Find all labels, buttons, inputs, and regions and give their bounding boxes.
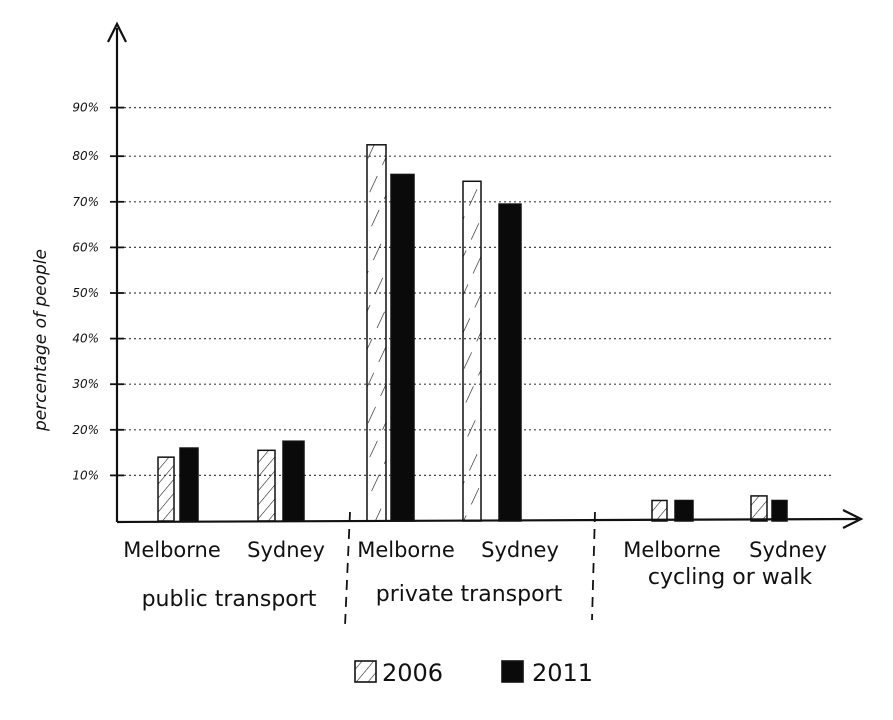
legend-label-2006: 2006 xyxy=(382,659,443,687)
category-label: Sydney xyxy=(749,538,827,562)
bar-2006 xyxy=(462,180,482,522)
y-tick-label: 10% xyxy=(72,468,99,482)
legend: 2006 2011 xyxy=(354,659,593,687)
bar-2011 xyxy=(390,173,415,522)
group-dividers xyxy=(344,511,596,627)
x-axis xyxy=(116,517,859,524)
group-label: cycling or walk xyxy=(648,565,812,590)
y-tick-label: 80% xyxy=(72,149,99,163)
y-tick-label: 40% xyxy=(72,332,99,346)
y-tick-label: 70% xyxy=(72,195,99,209)
group-label: public transport xyxy=(142,587,317,612)
legend-swatch-2011 xyxy=(501,660,524,683)
bar-2006 xyxy=(366,144,387,522)
bar-2011 xyxy=(771,499,788,522)
category-label: Melborne xyxy=(123,538,221,562)
y-tick-label: 20% xyxy=(72,423,99,437)
y-axis-label: percentage of people xyxy=(31,249,51,432)
bar-2011 xyxy=(674,499,694,522)
category-label: Sydney xyxy=(481,538,559,562)
legend-swatch-2006 xyxy=(354,660,377,683)
y-tick-label: 90% xyxy=(72,101,99,115)
y-tick-label: 50% xyxy=(72,286,99,300)
bar-2011 xyxy=(179,447,199,522)
y-axis-arrow xyxy=(107,21,127,43)
y-tick-label: 60% xyxy=(72,240,99,254)
bars xyxy=(157,144,788,522)
group-divider xyxy=(344,511,351,627)
bar-2006 xyxy=(651,499,668,522)
bar-2011 xyxy=(498,203,522,522)
axes xyxy=(107,21,864,529)
category-label: Sydney xyxy=(247,538,325,562)
category-labels: Melborne Sydney Melborne Sydney Melborne Sydn… xyxy=(123,538,827,562)
y-tick-labels: 10% 20% 30% 40% 50% 60% 70% 80% 90% xyxy=(72,101,124,482)
x-axis-arrow xyxy=(842,509,864,529)
bar-2011 xyxy=(282,440,305,522)
category-label: Melborne xyxy=(357,538,455,562)
y-tick-label: 30% xyxy=(72,377,99,391)
group-divider xyxy=(591,511,596,621)
bar-2006 xyxy=(157,456,175,522)
legend-label-2011: 2011 xyxy=(532,659,593,687)
group-label: private transport xyxy=(376,582,563,607)
bar-2006 xyxy=(257,449,276,522)
bar-2006 xyxy=(750,495,768,522)
group-labels: public transport private transport cycling… xyxy=(142,565,813,612)
category-label: Melborne xyxy=(623,538,721,562)
